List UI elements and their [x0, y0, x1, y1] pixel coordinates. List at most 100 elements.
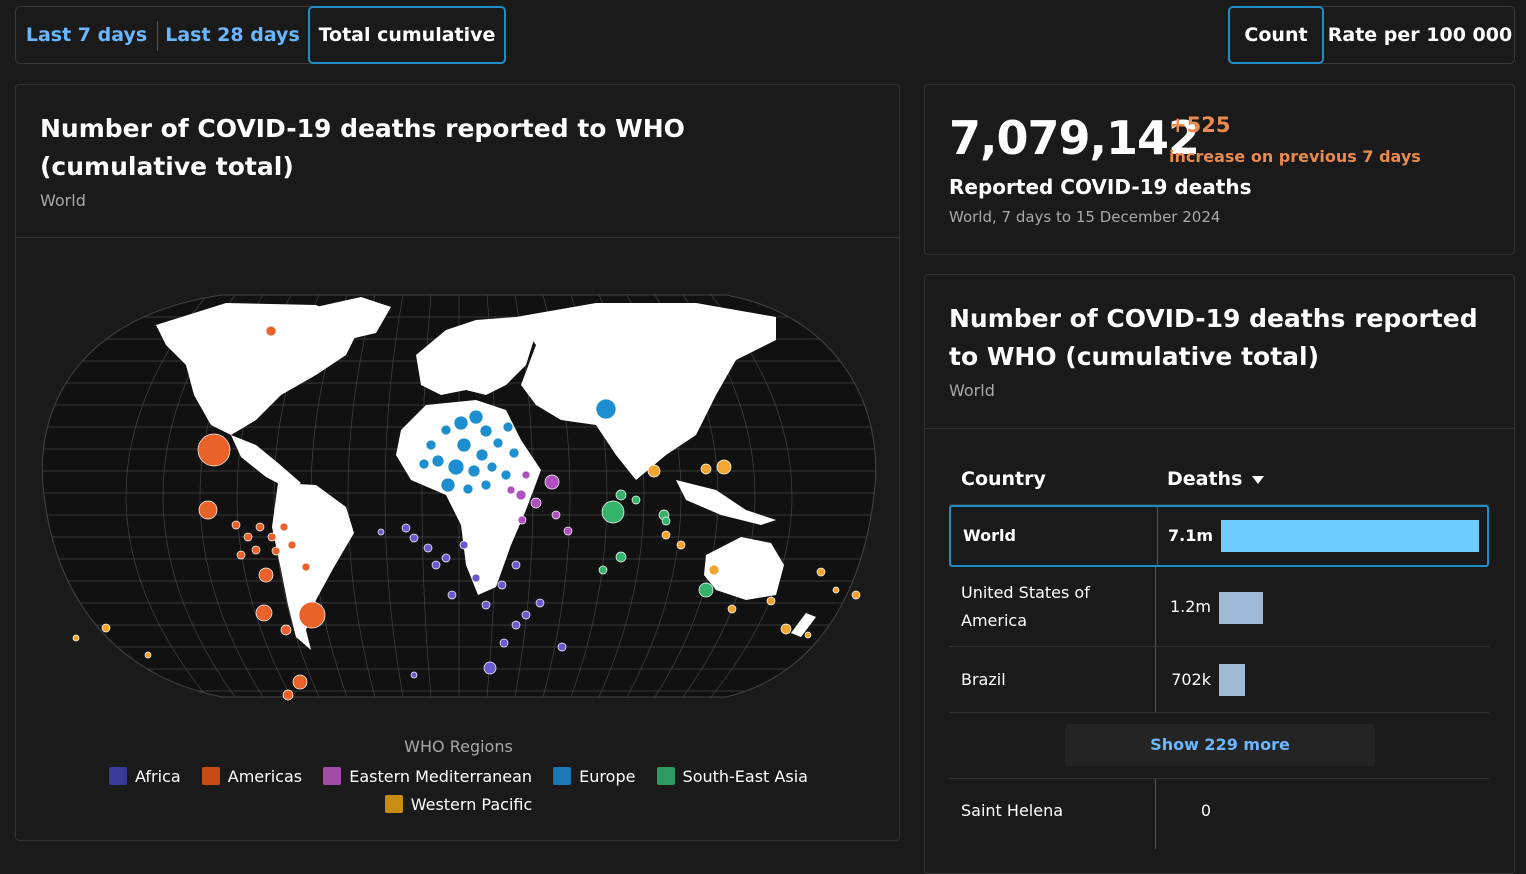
country-bubble[interactable]	[265, 325, 277, 337]
table-row-world[interactable]: World 7.1m	[949, 505, 1489, 567]
country-bubble[interactable]	[497, 580, 507, 590]
country-bubble[interactable]	[521, 610, 531, 620]
table-row-united-states[interactable]: United States of America 1.2m	[949, 567, 1489, 647]
country-bubble[interactable]	[440, 424, 452, 436]
country-bubble[interactable]	[544, 474, 560, 490]
legend-item-eastern-mediterranean[interactable]: Eastern Mediterranean	[323, 763, 532, 791]
country-bubble[interactable]	[459, 540, 469, 550]
country-bubble[interactable]	[631, 495, 641, 505]
country-bubble[interactable]	[255, 522, 265, 532]
country-bubble[interactable]	[462, 483, 474, 495]
tab-last-28-days[interactable]: Last 28 days	[165, 24, 300, 46]
country-bubble[interactable]	[301, 562, 311, 572]
country-bubble[interactable]	[377, 528, 385, 536]
country-bubble[interactable]	[500, 469, 512, 481]
country-bubble[interactable]	[483, 661, 497, 675]
country-bubble[interactable]	[479, 424, 493, 438]
country-bubble[interactable]	[515, 489, 527, 501]
country-bubble[interactable]	[243, 532, 253, 542]
country-bubble[interactable]	[197, 433, 231, 467]
country-bubble[interactable]	[511, 560, 521, 570]
country-bubble[interactable]	[700, 463, 712, 475]
country-bubble[interactable]	[418, 458, 430, 470]
country-bubble[interactable]	[816, 567, 826, 577]
country-bubble[interactable]	[441, 553, 451, 563]
country-bubble[interactable]	[615, 551, 627, 563]
country-bubble[interactable]	[832, 586, 840, 594]
country-bubble[interactable]	[271, 546, 281, 556]
country-bubble[interactable]	[287, 540, 297, 550]
country-bubble[interactable]	[447, 458, 465, 476]
country-bubble[interactable]	[708, 564, 720, 576]
country-bubble[interactable]	[409, 533, 419, 543]
legend-item-americas[interactable]: Americas	[201, 763, 302, 791]
country-bubble[interactable]	[251, 545, 261, 555]
country-bubble[interactable]	[423, 543, 433, 553]
country-bubble[interactable]	[453, 415, 469, 431]
table-row-saint-helena[interactable]: Saint Helena 0	[949, 779, 1489, 849]
country-bubble[interactable]	[511, 620, 521, 630]
table-row-brazil[interactable]: Brazil 702k	[949, 647, 1489, 713]
country-bubble[interactable]	[410, 671, 418, 679]
country-bubble[interactable]	[661, 516, 671, 526]
country-bubble[interactable]	[471, 573, 481, 583]
country-bubble[interactable]	[258, 567, 274, 583]
country-bubble[interactable]	[292, 674, 308, 690]
legend-item-europe[interactable]: Europe	[553, 763, 635, 791]
country-bubble[interactable]	[716, 459, 732, 475]
country-bubble[interactable]	[661, 530, 671, 540]
country-bubble[interactable]	[431, 560, 441, 570]
country-bubble[interactable]	[144, 651, 152, 659]
legend-item-western-pacific[interactable]: Western Pacific	[384, 791, 532, 819]
country-bubble[interactable]	[521, 470, 531, 480]
country-bubble[interactable]	[530, 497, 542, 509]
country-bubble[interactable]	[508, 447, 520, 459]
country-bubble[interactable]	[236, 550, 246, 560]
country-bubble[interactable]	[598, 565, 608, 575]
country-bubble[interactable]	[486, 461, 498, 473]
country-bubble[interactable]	[851, 590, 861, 600]
country-bubble[interactable]	[101, 623, 111, 633]
country-bubble[interactable]	[468, 409, 484, 425]
column-header-country[interactable]: Country	[961, 468, 1046, 490]
legend-item-south-east-asia[interactable]: South-East Asia	[656, 763, 808, 791]
country-bubble[interactable]	[282, 689, 294, 701]
country-bubble[interactable]	[557, 642, 567, 652]
country-bubble[interactable]	[279, 522, 289, 532]
world-map[interactable]	[16, 245, 901, 745]
column-header-deaths[interactable]: Deaths	[1167, 468, 1265, 490]
country-bubble[interactable]	[475, 448, 489, 462]
country-bubble[interactable]	[506, 485, 516, 495]
country-bubble[interactable]	[198, 500, 218, 520]
country-bubble[interactable]	[727, 604, 737, 614]
country-bubble[interactable]	[595, 398, 617, 420]
country-bubble[interactable]	[563, 526, 573, 536]
tab-last-7-days[interactable]: Last 7 days	[25, 24, 148, 46]
country-bubble[interactable]	[499, 638, 509, 648]
country-bubble[interactable]	[676, 540, 686, 550]
country-bubble[interactable]	[502, 421, 514, 433]
country-bubble[interactable]	[647, 464, 661, 478]
country-bubble[interactable]	[492, 437, 504, 449]
country-bubble[interactable]	[780, 623, 792, 635]
country-bubble[interactable]	[431, 454, 445, 468]
country-bubble[interactable]	[267, 532, 277, 542]
legend-item-africa[interactable]: Africa	[109, 763, 181, 791]
country-bubble[interactable]	[480, 479, 492, 491]
country-bubble[interactable]	[401, 523, 411, 533]
country-bubble[interactable]	[425, 439, 437, 451]
country-bubble[interactable]	[255, 604, 273, 622]
country-bubble[interactable]	[517, 515, 527, 525]
tab-rate-per-100000[interactable]: Rate per 100 000	[1327, 24, 1513, 46]
country-bubble[interactable]	[467, 464, 481, 478]
country-bubble[interactable]	[280, 624, 292, 636]
country-bubble[interactable]	[551, 510, 561, 520]
country-bubble[interactable]	[447, 590, 457, 600]
country-bubble[interactable]	[298, 601, 326, 629]
show-more-button[interactable]: Show 229 more	[1065, 724, 1375, 766]
country-bubble[interactable]	[804, 631, 812, 639]
tab-total-cumulative[interactable]: Total cumulative	[308, 6, 506, 64]
country-bubble[interactable]	[535, 598, 545, 608]
country-bubble[interactable]	[481, 600, 491, 610]
country-bubble[interactable]	[456, 437, 472, 453]
